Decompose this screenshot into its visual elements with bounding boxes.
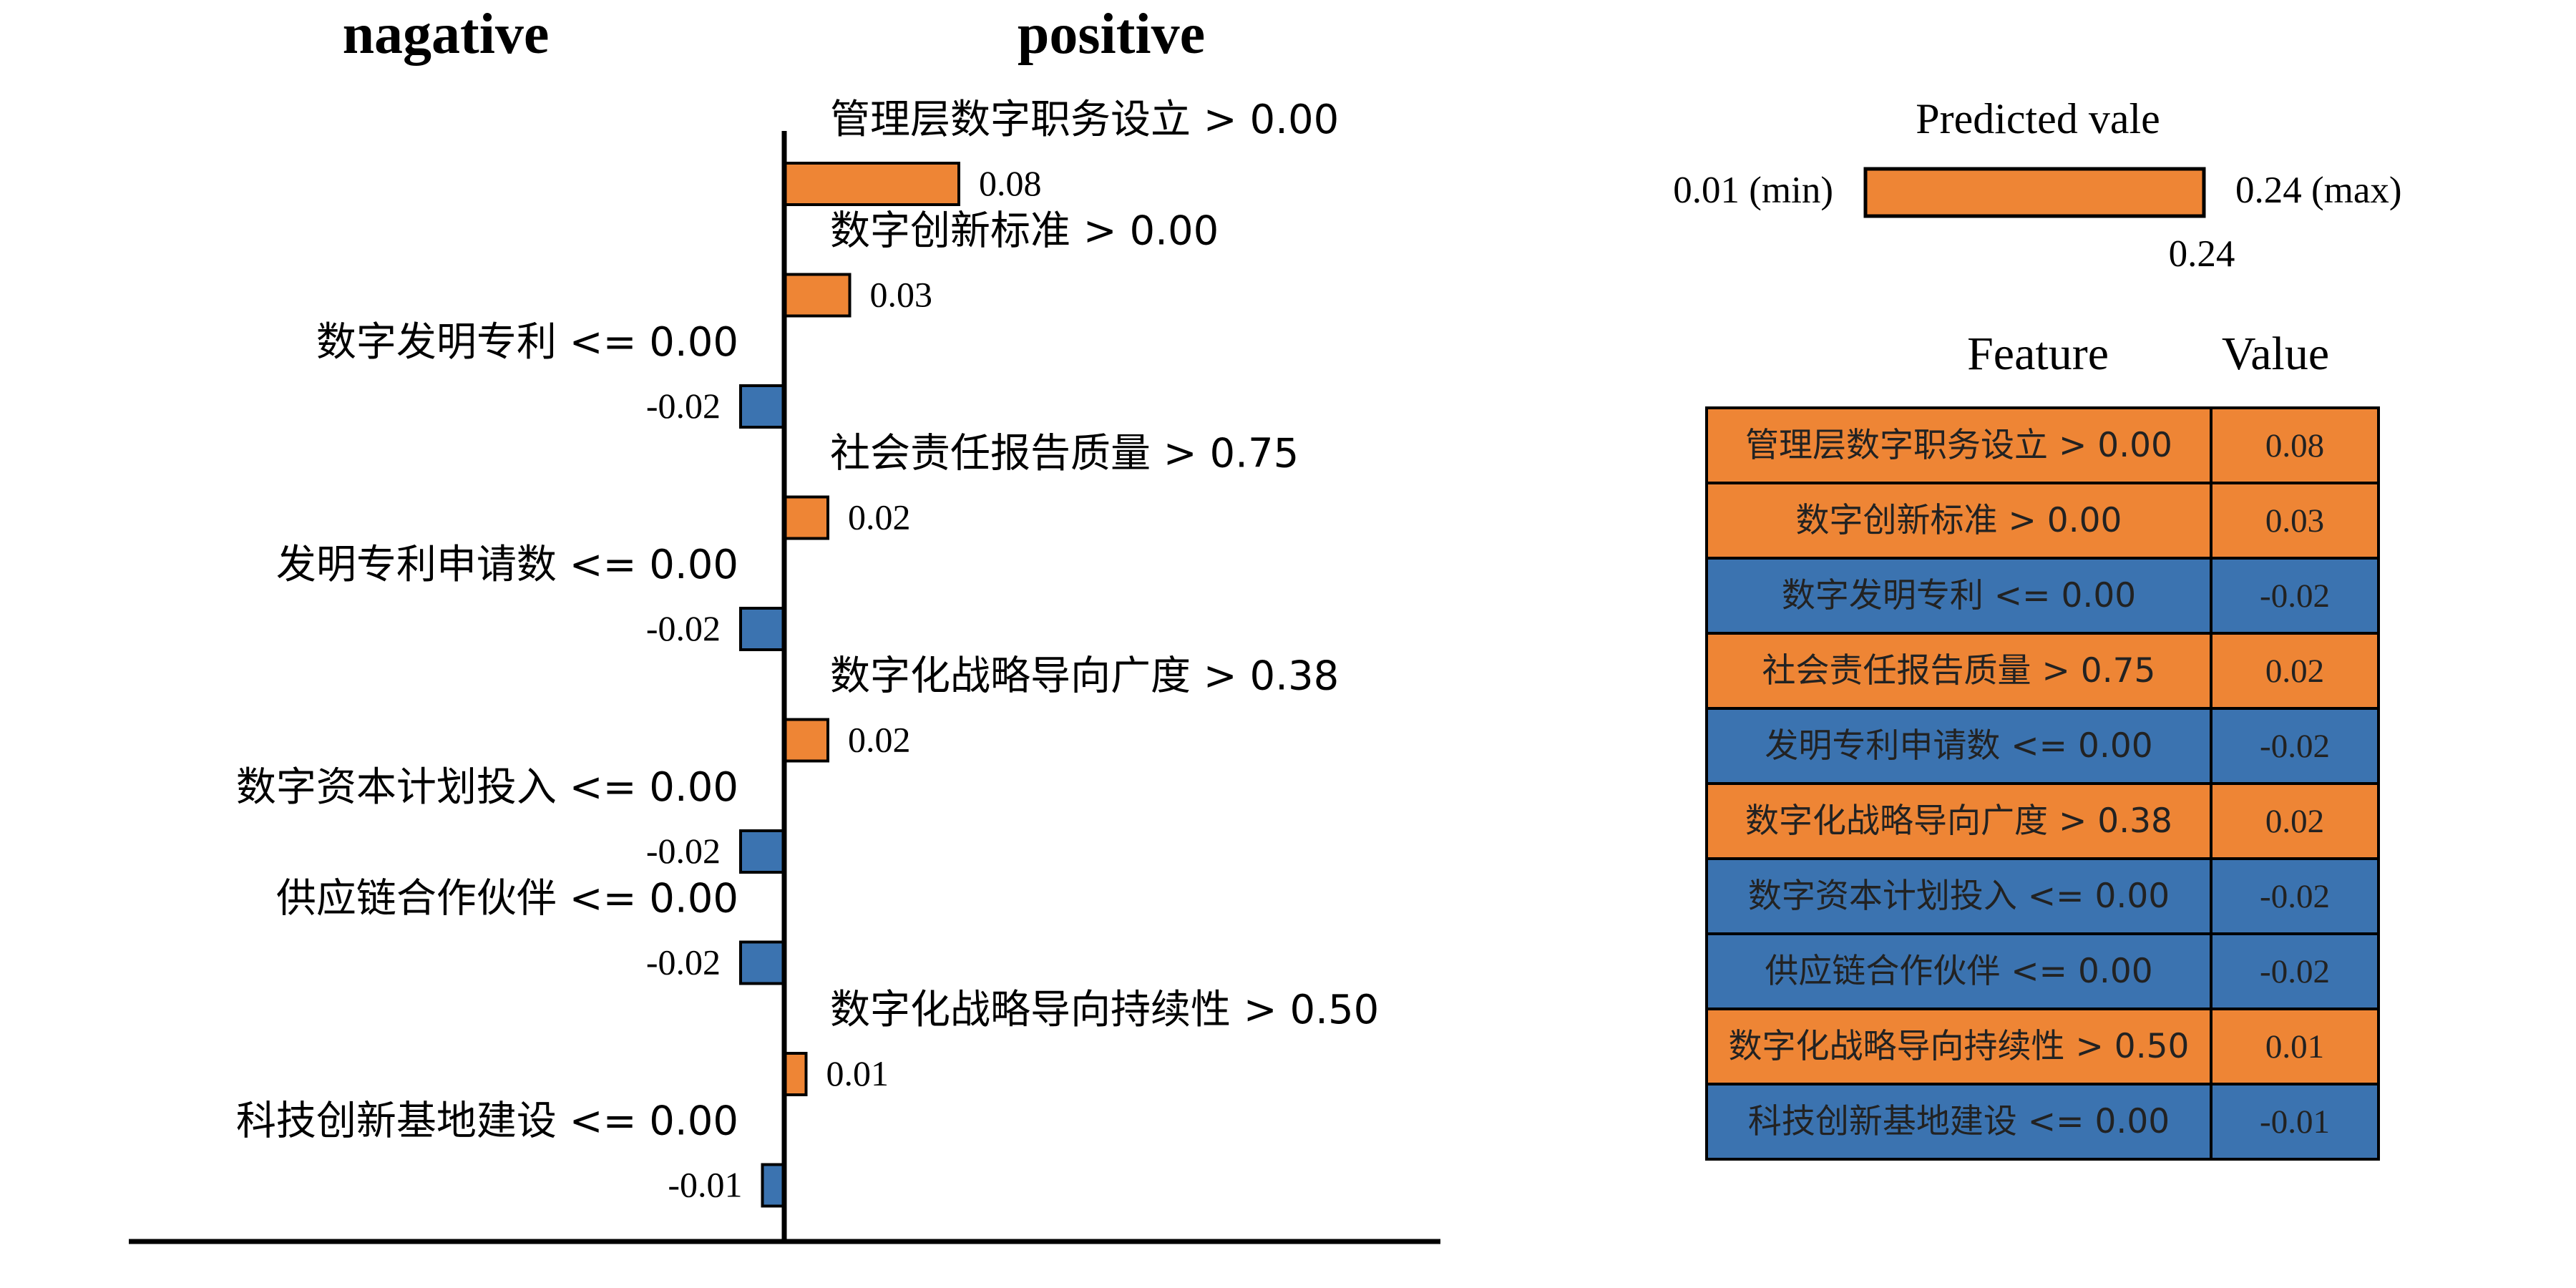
table-feature-text-6: 数字化战略导向广度 > 0.38 [1745,801,2172,841]
bar-10 [761,1163,786,1208]
table-value-text-4: 0.02 [2265,653,2324,690]
value-label-8: -0.02 [646,942,721,982]
value-label-2: 0.03 [870,275,933,315]
table-value-text-10: -0.01 [2260,1103,2330,1141]
table-feature-text-2: 数字创新标准 > 0.00 [1796,501,2122,540]
value-label-9: 0.01 [826,1053,889,1093]
feature-label-9: 数字化战略导向持续性 > 0.50 [830,987,1379,1033]
table-feature-text-9: 数字化战略导向持续性 > 0.50 [1729,1027,2190,1066]
table-value-text-7: -0.02 [2260,878,2330,915]
negative-header: nagative [343,3,550,66]
table-header-feature: Feature [1967,328,2109,380]
bar-7 [739,829,786,874]
table-cell-value-2 [2210,482,2380,560]
bar-6 [783,718,829,763]
table-feature-text-7: 数字资本计划投入 <= 0.00 [1748,877,2170,916]
table-cell-value-6 [2210,782,2380,860]
feature-label-6: 数字化战略导向广度 > 0.38 [830,653,1339,700]
table-value-text-9: 0.01 [2265,1028,2324,1065]
feature-label-5: 发明专利申请数 <= 0.00 [276,542,738,588]
value-label-6: 0.02 [848,720,911,760]
table-cell-value-3 [2210,557,2380,635]
bar-5 [739,607,786,651]
table-cell-feature-2 [1705,482,2212,560]
table-cell-feature-8 [1705,932,2212,1010]
feature-value-table: 管理层数字职务设立 > 0.00 0.08 数字创新标准 > 0.00 0.03 数字发… [1705,406,2380,1161]
value-label-10: -0.01 [668,1165,742,1205]
table-value-text-2: 0.03 [2265,502,2324,540]
table-cell-value-1 [2210,406,2380,484]
table-feature-text-8: 供应链合作伙伴 <= 0.00 [1765,952,2152,991]
bar-1 [783,162,960,206]
prediction-value-label: 0.24 [2169,233,2235,275]
table-feature-text-4: 社会责任报告质量 > 0.75 [1762,651,2156,691]
table-header-value: Value [2222,328,2329,380]
table-value-text-3: -0.02 [2260,577,2330,615]
feature-label-10: 科技创新基地建设 <= 0.00 [236,1098,738,1145]
prediction-min-label: 0.01 (min) [1673,170,1833,211]
value-label-4: 0.02 [848,497,911,537]
value-label-3: -0.02 [646,386,721,426]
feature-label-8: 供应链合作伙伴 <= 0.00 [276,876,738,922]
prediction-bar-fill [1863,167,2206,218]
prediction-title: Predicted vale [1916,95,2160,142]
value-label-7: -0.02 [646,831,721,871]
bar-4 [783,495,829,540]
feature-label-1: 管理层数字职务设立 > 0.00 [830,97,1339,143]
feature-label-7: 数字资本计划投入 <= 0.00 [236,764,738,811]
bar-9 [783,1052,808,1096]
positive-header: positive [1018,3,1205,66]
table-cell-feature-9 [1705,1008,2212,1085]
table-cell-feature-4 [1705,632,2212,710]
table-value-text-6: 0.02 [2265,803,2324,840]
table-value-text-5: -0.02 [2260,728,2330,765]
table-feature-text-5: 发明专利申请数 <= 0.00 [1765,726,2152,766]
table-value-text-8: -0.02 [2260,953,2330,990]
table-feature-text-10: 科技创新基地建设 <= 0.00 [1748,1102,2170,1141]
table-feature-text-3: 数字发明专利 <= 0.00 [1782,576,2136,615]
table-cell-value-10 [2210,1083,2380,1161]
table-feature-text-1: 管理层数字职务设立 > 0.00 [1745,426,2172,465]
bar-2 [783,273,852,318]
prediction-max-label: 0.24 (max) [2235,170,2402,211]
feature-label-3: 数字发明专利 <= 0.00 [316,319,738,366]
feature-label-2: 数字创新标准 > 0.00 [830,208,1219,255]
bar-3 [739,384,786,429]
bars-group: 管理层数字职务设立 > 0.00 0.08 数字创新标准 > 0.00 0.03 数字发… [236,97,1379,1208]
value-label-5: -0.02 [646,608,721,648]
table-cell-value-7 [2210,857,2380,935]
value-label-1: 0.08 [979,163,1042,203]
table-cell-value-9 [2210,1008,2380,1085]
bar-8 [739,940,786,985]
table-cell-feature-6 [1705,782,2212,860]
feature-label-4: 社会责任报告质量 > 0.75 [830,431,1299,477]
table-value-text-1: 0.08 [2265,427,2324,464]
table-cell-feature-1 [1705,406,2212,484]
